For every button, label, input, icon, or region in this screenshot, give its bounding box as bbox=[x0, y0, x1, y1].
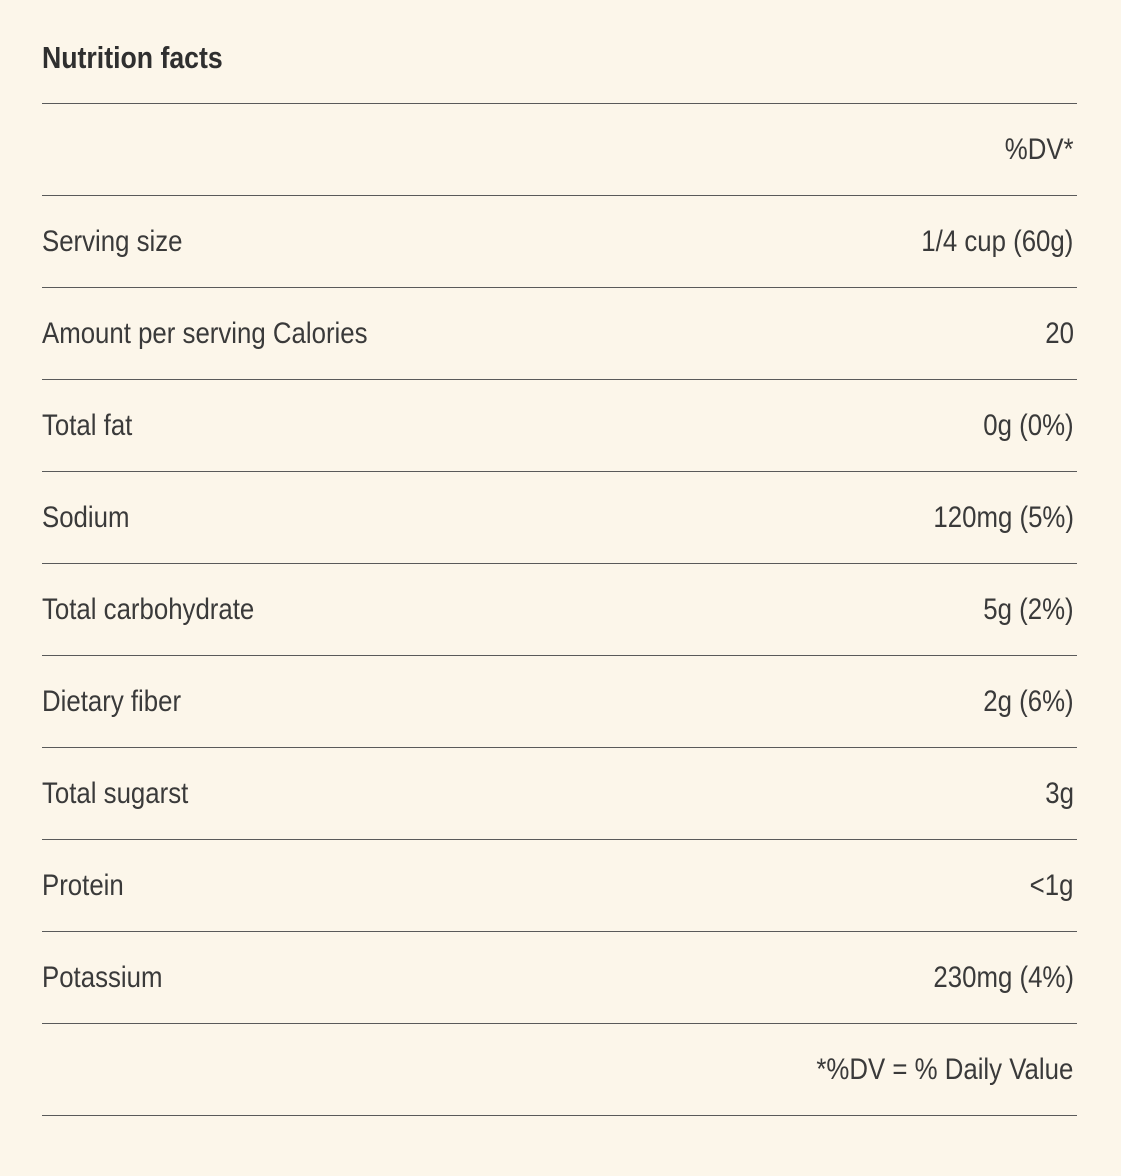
nutrient-value: 1/4 cup (60g) bbox=[921, 224, 1074, 258]
nutrient-row-dietary-fiber: Dietary fiber 2g (6%) bbox=[42, 656, 1077, 748]
nutrient-value: <1g bbox=[1029, 868, 1074, 902]
nutrient-label: Total fat bbox=[42, 408, 133, 442]
nutrient-row-sodium: Sodium 120mg (5%) bbox=[42, 472, 1077, 564]
nutrient-value: 120mg (5%) bbox=[933, 500, 1074, 534]
nutrient-label: Serving size bbox=[42, 224, 183, 258]
nutrient-row-calories: Amount per serving Calories 20 bbox=[42, 288, 1077, 380]
nutrient-value: 3g bbox=[1044, 776, 1074, 810]
nutrition-facts-title: Nutrition facts bbox=[42, 40, 223, 75]
nutrient-row-total-sugars: Total sugarst 3g bbox=[42, 748, 1077, 840]
nutrient-row-total-fat: Total fat 0g (0%) bbox=[42, 380, 1077, 472]
nutrient-value: 5g (2%) bbox=[983, 592, 1074, 626]
nutrient-label: Dietary fiber bbox=[42, 684, 182, 718]
nutrient-label: Protein bbox=[42, 868, 124, 902]
nutrient-value: 230mg (4%) bbox=[933, 960, 1074, 994]
dv-footnote-row: *%DV = % Daily Value bbox=[42, 1024, 1077, 1116]
dv-header-row: %DV* bbox=[42, 104, 1077, 196]
nutrient-value: 2g (6%) bbox=[983, 684, 1074, 718]
nutrient-row-total-carbohydrate: Total carbohydrate 5g (2%) bbox=[42, 564, 1077, 656]
nutrient-label: Amount per serving Calories bbox=[42, 316, 368, 350]
dv-header-label: %DV* bbox=[1004, 132, 1074, 166]
nutrient-label: Total carbohydrate bbox=[42, 592, 255, 626]
nutrient-row-protein: Protein <1g bbox=[42, 840, 1077, 932]
dv-footnote: *%DV = % Daily Value bbox=[816, 1052, 1074, 1086]
nutrient-label: Total sugarst bbox=[42, 776, 189, 810]
nutrition-facts-panel: Nutrition facts %DV* Serving size 1/4 cu… bbox=[42, 0, 1077, 1116]
nutrition-facts-title-row: Nutrition facts bbox=[42, 0, 1077, 104]
nutrient-value: 20 bbox=[1044, 316, 1074, 350]
nutrient-value: 0g (0%) bbox=[983, 408, 1074, 442]
nutrient-label: Sodium bbox=[42, 500, 130, 534]
nutrient-row-serving-size: Serving size 1/4 cup (60g) bbox=[42, 196, 1077, 288]
nutrient-label: Potassium bbox=[42, 960, 163, 994]
nutrient-row-potassium: Potassium 230mg (4%) bbox=[42, 932, 1077, 1024]
